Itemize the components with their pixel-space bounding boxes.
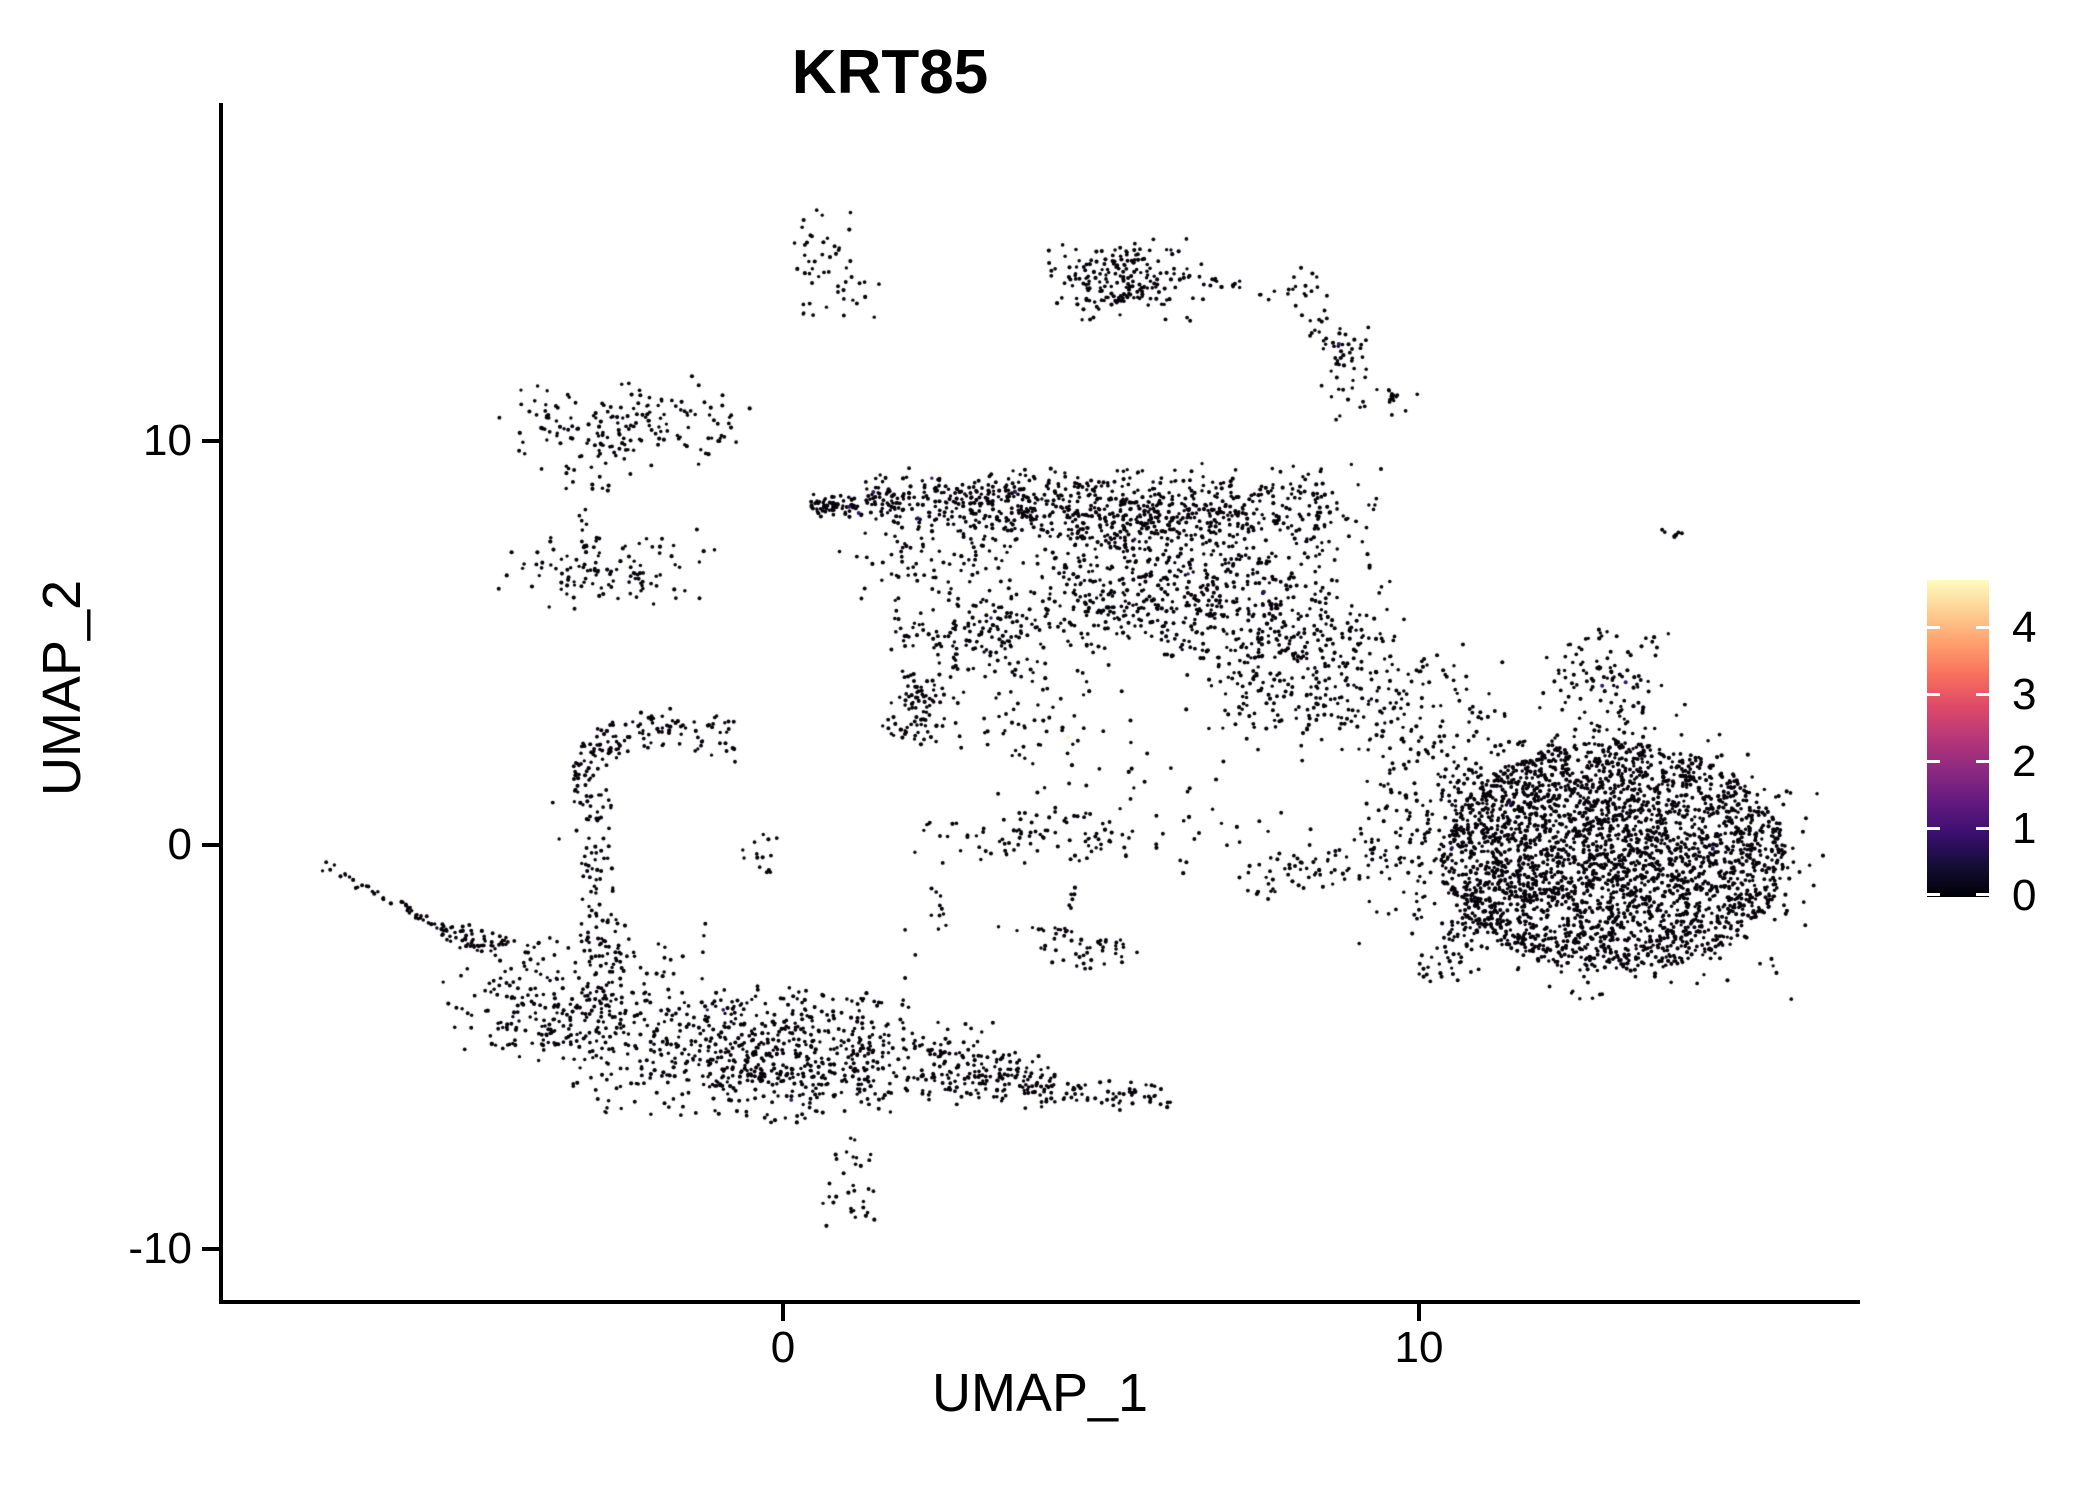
x-tick-label-10: 10 — [1394, 1323, 1444, 1372]
colorbar-label-4: 4 — [2012, 603, 2037, 652]
y-tick-label-neg10: -10 — [128, 1224, 192, 1273]
colorbar-tick-1 — [1927, 827, 1940, 830]
colorbar-tick-2b — [1976, 760, 1989, 763]
colorbar-tick-1b — [1976, 827, 1989, 830]
y-tick-label-0: 0 — [167, 820, 192, 869]
colorbar-label-3: 3 — [2012, 670, 2037, 719]
colorbar-tick-3 — [1927, 693, 1940, 696]
colorbar-tick-4 — [1927, 626, 1940, 629]
colorbar-label-2: 2 — [2012, 737, 2037, 786]
colorbar-tick-2 — [1927, 760, 1940, 763]
y-axis-title: UMAP_2 — [32, 579, 92, 797]
y-tick-mark-0 — [202, 843, 219, 847]
y-tick-label-10: 10 — [143, 416, 192, 465]
x-tick-mark-10 — [1417, 1304, 1421, 1321]
colorbar-tick-0 — [1927, 893, 1940, 896]
colorbar-label-0: 0 — [2012, 871, 2037, 920]
x-tick-label-0: 0 — [770, 1323, 796, 1372]
x-axis-line — [219, 1300, 1860, 1304]
y-tick-mark-10 — [202, 439, 219, 443]
x-axis-title: UMAP_1 — [931, 1363, 1149, 1423]
colorbar-tick-4b — [1976, 626, 1989, 629]
expression-colorbar — [1927, 580, 1989, 897]
y-axis-line — [219, 103, 223, 1304]
colorbar-tick-3b — [1976, 693, 1989, 696]
y-tick-mark-neg10 — [202, 1247, 219, 1251]
colorbar-tick-0b — [1976, 893, 1989, 896]
colorbar-label-1: 1 — [2012, 804, 2037, 853]
x-tick-mark-0 — [781, 1304, 785, 1321]
